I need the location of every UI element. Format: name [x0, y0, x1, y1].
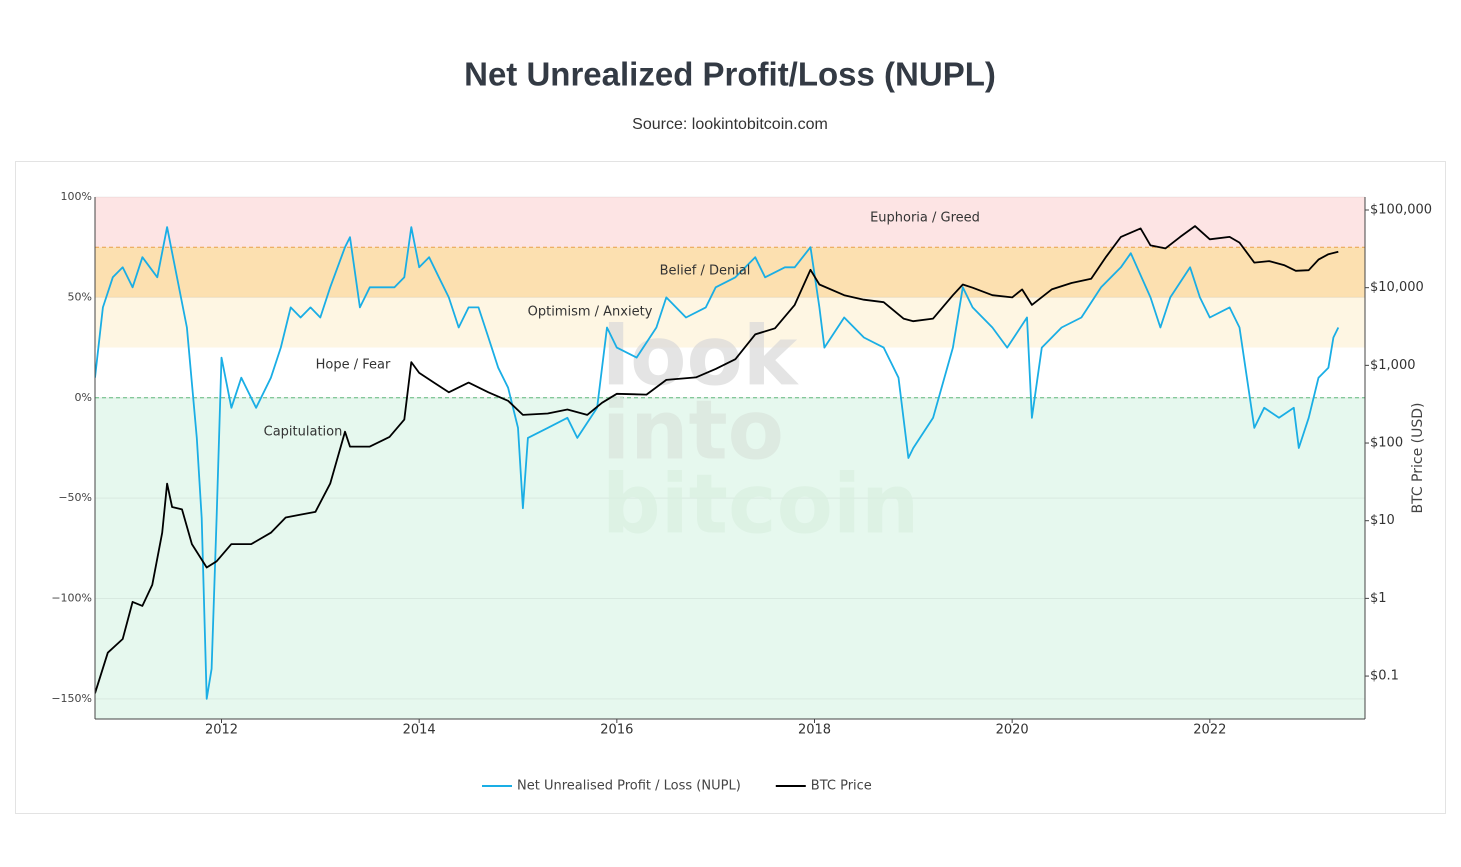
x-tick-label: 2022 [1193, 723, 1226, 738]
x-tick-label: 2020 [996, 723, 1029, 738]
zone-band [95, 247, 1365, 298]
x-tick-label: 2014 [403, 723, 436, 738]
legend-label: BTC Price [811, 779, 872, 794]
y2-tick-label: $100 [1370, 436, 1403, 451]
y-tick-label: −50% [58, 491, 92, 504]
zone-label: Optimism / Anxiety [528, 305, 653, 320]
x-tick-label: 2016 [600, 723, 633, 738]
watermark: bitcoin [602, 457, 919, 552]
zone-band [95, 347, 1365, 398]
zone-band [95, 397, 1365, 719]
watermark: into [602, 383, 784, 478]
y-tick-label: −100% [51, 592, 92, 605]
chart-title: Net Unrealized Profit/Loss (NUPL) [464, 56, 996, 93]
y2-tick-label: $10,000 [1370, 280, 1424, 295]
y-tick-label: 0% [75, 391, 92, 404]
zone-label: Euphoria / Greed [870, 211, 980, 226]
y-tick-label: 100% [61, 190, 92, 203]
x-tick-label: 2018 [798, 723, 831, 738]
y2-tick-label: $1 [1370, 591, 1387, 606]
y2-tick-label: $10 [1370, 513, 1395, 528]
y2-axis-label: BTC Price (USD) [1410, 402, 1426, 513]
y2-tick-label: $100,000 [1370, 202, 1432, 217]
zone-label: Capitulation [264, 425, 343, 440]
y2-tick-label: $1,000 [1370, 358, 1416, 373]
x-tick-label: 2012 [205, 723, 238, 738]
series-line [95, 226, 1340, 700]
zone-band [95, 197, 1365, 248]
y-tick-label: 50% [68, 290, 92, 303]
y-tick-label: −150% [51, 692, 92, 705]
y2-tick-label: $0.1 [1370, 669, 1399, 684]
legend-label: Net Unrealised Profit / Loss (NUPL) [517, 779, 741, 794]
chart-subtitle: Source: lookintobitcoin.com [632, 116, 828, 133]
zone-label: Hope / Fear [316, 358, 391, 373]
zone-label: Belief / Denial [660, 264, 751, 279]
series-line [95, 225, 1339, 694]
